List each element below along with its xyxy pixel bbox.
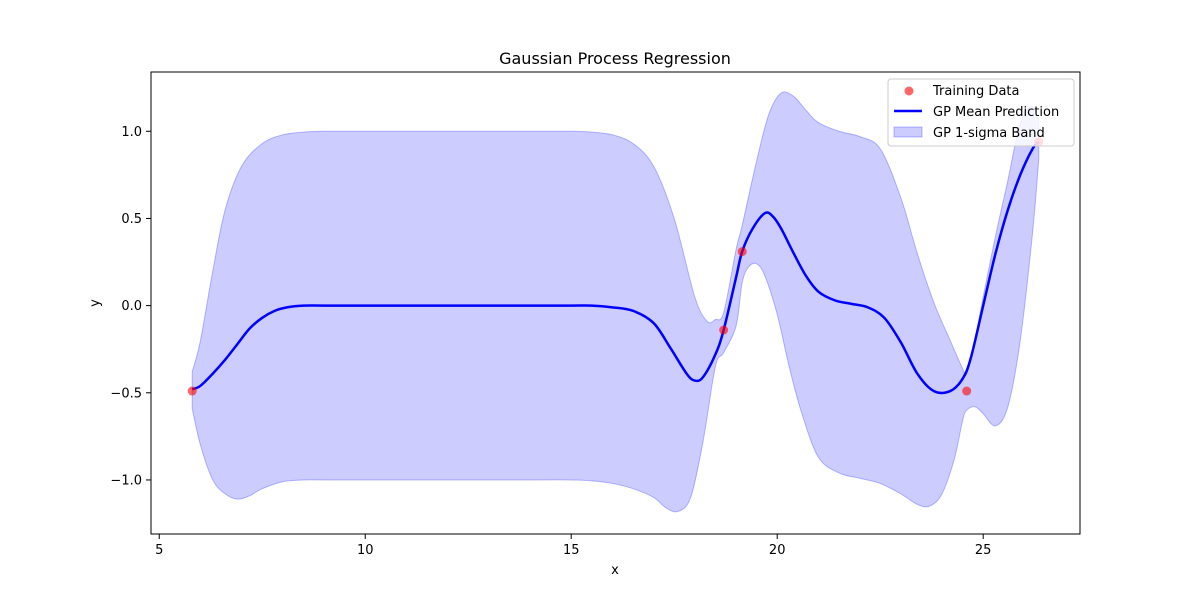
legend-marker-training-data	[904, 86, 914, 96]
x-tick-label: 20	[769, 543, 786, 558]
training-point	[962, 386, 972, 396]
legend-frame	[887, 78, 1075, 147]
x-tick-label: 10	[357, 543, 374, 558]
chart-title: Gaussian Process Regression	[499, 49, 731, 68]
x-axis: 5 10 15 20 25	[155, 534, 991, 558]
axes-frame	[150, 71, 1081, 535]
training-point	[187, 386, 197, 396]
plot-area	[187, 91, 1044, 513]
y-tick-label: 0.0	[121, 299, 142, 314]
x-tick-label: 25	[975, 543, 992, 558]
y-tick-label: 1.0	[121, 125, 142, 140]
x-tick-label: 15	[563, 543, 580, 558]
training-point	[719, 325, 729, 335]
gp-1-sigma-band	[191, 91, 1040, 513]
legend-label-gp-mean: GP Mean Prediction	[933, 105, 1059, 120]
plot-content	[187, 91, 1044, 513]
legend: Training Data GP Mean Prediction GP 1-si…	[887, 78, 1075, 147]
x-axis-label: x	[611, 563, 619, 578]
y-axis: −1.0 −0.5 0.0 0.5 1.0	[110, 125, 151, 488]
y-tick-label: −0.5	[110, 386, 142, 401]
legend-label-gp-band: GP 1-sigma Band	[933, 126, 1045, 141]
gp-mean-line	[191, 140, 1040, 395]
x-tick-label: 5	[155, 543, 163, 558]
legend-label-training-data: Training Data	[932, 84, 1019, 99]
legend-marker-gp-band	[893, 126, 923, 138]
y-tick-label: −1.0	[110, 473, 142, 488]
y-tick-label: 0.5	[121, 212, 142, 227]
training-point	[737, 247, 747, 257]
y-axis-label: y	[88, 299, 103, 307]
